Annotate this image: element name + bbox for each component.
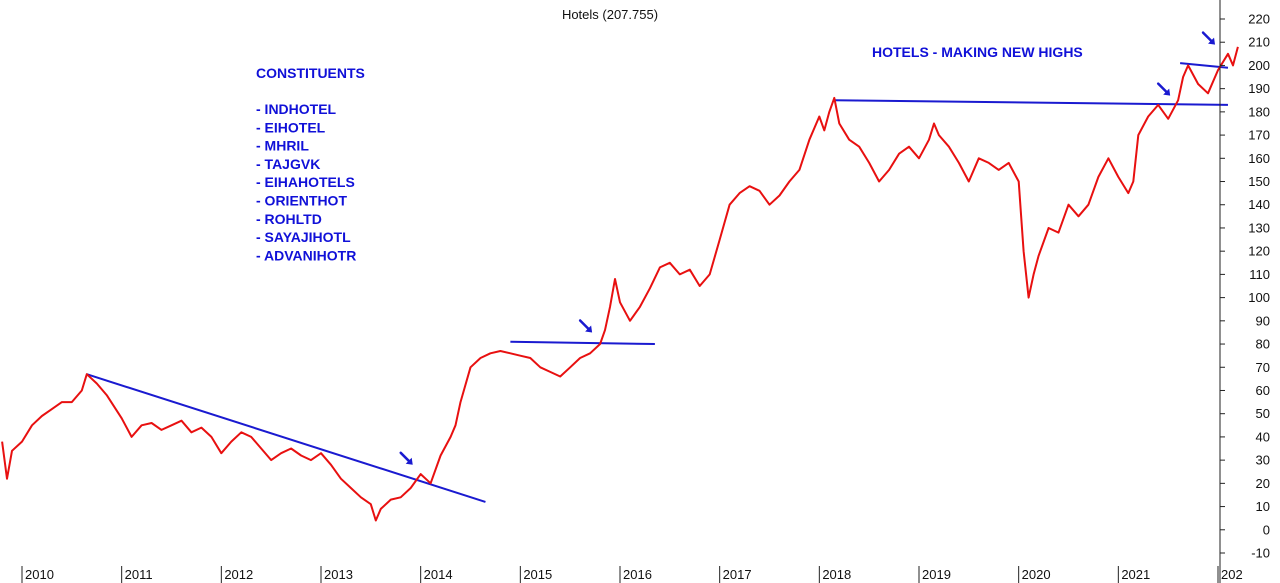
y-tick-label: 150 <box>1248 174 1270 189</box>
y-tick-label: 50 <box>1256 406 1270 421</box>
constituents-list: - INDHOTEL - EIHOTEL - MHRIL - TAJGVK - EIHA… <box>256 101 356 263</box>
breakout-arrow <box>578 319 593 333</box>
constituent-item: - EIHAHOTELS <box>256 174 355 190</box>
constituent-item: - MHRIL <box>256 138 309 154</box>
arrows-layer <box>399 31 1216 465</box>
arrow-shaft <box>399 451 411 464</box>
y-tick-label: 0 <box>1263 522 1270 537</box>
arrow-head <box>1163 88 1171 96</box>
chart-title: Hotels (207.755) <box>562 7 658 22</box>
y-tick-label: 140 <box>1248 197 1270 212</box>
y-tick-label: 210 <box>1248 35 1270 50</box>
y-tick-label: 80 <box>1256 337 1270 352</box>
y-tick-label: 100 <box>1248 290 1270 305</box>
y-tick-label: 160 <box>1248 151 1270 166</box>
trendlines-layer <box>86 62 1229 503</box>
constituent-item: - TAJGVK <box>256 156 320 172</box>
constituent-item: - ROHLTD <box>256 211 322 227</box>
trendline <box>510 340 655 346</box>
x-tick-label: 2021 <box>1121 567 1150 582</box>
arrow-head <box>405 457 413 465</box>
y-tick-label: 10 <box>1256 499 1270 514</box>
y-tick-label: -10 <box>1251 546 1270 561</box>
arrow-shaft <box>1156 82 1169 94</box>
trendline <box>86 373 486 503</box>
x-tick-label: 2012 <box>224 567 253 582</box>
x-tick-label: 2011 <box>125 567 153 582</box>
arrow-shaft <box>1201 31 1214 43</box>
y-tick-label: 30 <box>1256 453 1270 468</box>
x-tick-label: 2018 <box>822 567 851 582</box>
constituent-item: - SAYAJIHOTL <box>256 229 351 245</box>
trendline <box>834 99 1228 106</box>
constituents-title: CONSTITUENTS <box>256 65 365 81</box>
constituent-item: - INDHOTEL <box>256 101 337 117</box>
breakout-arrow <box>1201 31 1216 45</box>
y-tick-label: 170 <box>1248 128 1270 143</box>
y-tick-label: 180 <box>1248 104 1270 119</box>
arrow-head <box>585 325 593 333</box>
series-layer <box>1 46 1239 522</box>
headline-annotation: HOTELS - MAKING NEW HIGHS <box>872 44 1083 60</box>
y-tick-label: 90 <box>1256 313 1270 328</box>
y-tick-label: 20 <box>1256 476 1270 491</box>
constituent-item: - ORIENTHOT <box>256 193 347 209</box>
constituent-item: - ADVANIHOTR <box>256 247 356 263</box>
x-tick-label: 2010 <box>25 567 54 582</box>
axes-layer: -10 0 10 20 30 40 50 60 70 80 90 100 110 120 130 140 150… <box>21 0 1270 583</box>
y-tick-label: 60 <box>1256 383 1270 398</box>
y-tick-label: 200 <box>1248 58 1270 73</box>
arrow-shaft <box>578 319 591 331</box>
x-tick-label: 2015 <box>523 567 552 582</box>
y-tick-label: 70 <box>1256 360 1270 375</box>
price-series-line <box>1 46 1239 522</box>
x-tick-label: 2020 <box>1022 567 1051 582</box>
x-tick-label: 202 <box>1221 567 1243 582</box>
breakout-arrow <box>399 451 413 465</box>
y-tick-label: 40 <box>1256 429 1270 444</box>
y-tick-label: 190 <box>1248 81 1270 96</box>
constituent-item: - EIHOTEL <box>256 119 326 135</box>
x-tick-label: 2017 <box>723 567 752 582</box>
x-tick-label: 2014 <box>424 567 453 582</box>
arrow-head <box>1208 37 1216 45</box>
breakout-arrow <box>1156 82 1171 96</box>
x-tick-label: 2013 <box>324 567 353 582</box>
x-tick-label: 2016 <box>623 567 652 582</box>
y-tick-label: 120 <box>1248 244 1270 259</box>
y-tick-label: 110 <box>1249 267 1270 282</box>
y-tick-label: 130 <box>1248 220 1270 235</box>
y-tick-label: 220 <box>1248 12 1270 27</box>
x-tick-label: 2019 <box>922 567 951 582</box>
